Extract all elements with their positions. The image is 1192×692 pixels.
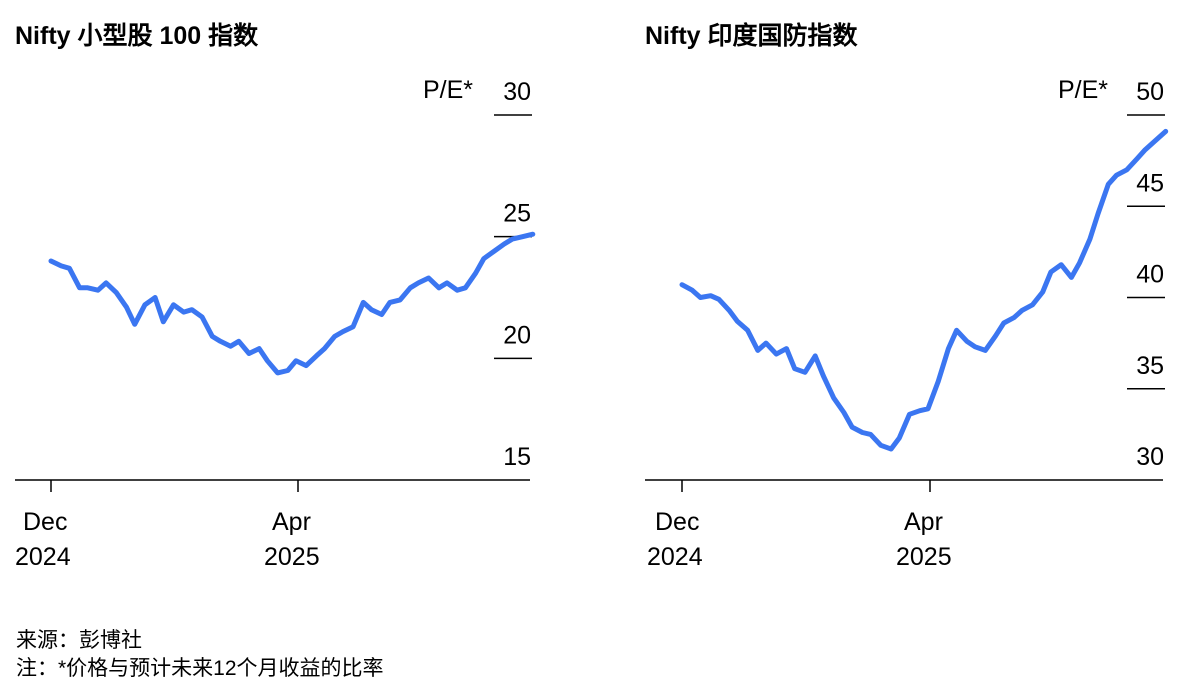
x-tick-label-month: Apr [904, 508, 943, 536]
series-points [50, 234, 533, 373]
y-tick-label: 30 [503, 78, 531, 106]
x-tick-label-year: 2025 [264, 543, 320, 571]
series-points [681, 131, 1166, 450]
source-note: 来源：彭博社 [16, 629, 142, 652]
x-tick-label-month: Dec [655, 508, 699, 536]
y-unit-label: P/E* [423, 76, 473, 104]
x-tick-label-year: 2025 [896, 543, 952, 571]
series-line [48, 231, 536, 376]
x-tick-label-year: 2024 [15, 543, 71, 571]
y-tick-label: 25 [503, 200, 531, 228]
footnote: 注：*价格与预计未来12个月收益的比率 [16, 657, 384, 680]
y-tick-label: 45 [1136, 169, 1164, 197]
y-tick-label: 35 [1136, 352, 1164, 380]
y-tick-label: 30 [1136, 443, 1164, 471]
series-line [679, 128, 1169, 452]
chart-panel-2: Nifty 印度国防指数 P/E* 30 35 40 45 50 Dec 2024 Apr 2025 [645, 21, 1169, 571]
x-tick-label-month: Dec [23, 508, 67, 536]
chart-panel-1: Nifty 小型股 100 指数P/E*15202530Dec2024Apr20… [15, 22, 536, 571]
x-tick-label-year: 2024 [647, 543, 703, 571]
y-tick-label: 50 [1136, 78, 1164, 106]
y-tick-label: 15 [503, 443, 531, 471]
chart-title: Nifty 小型股 100 指数 [15, 22, 259, 50]
y-unit-label: P/E* [1058, 76, 1108, 104]
chart-title: Nifty 印度国防指数 [645, 21, 859, 50]
x-tick-label-month: Apr [272, 508, 311, 536]
y-tick-label: 40 [1136, 261, 1164, 289]
y-tick-label: 20 [503, 321, 531, 349]
